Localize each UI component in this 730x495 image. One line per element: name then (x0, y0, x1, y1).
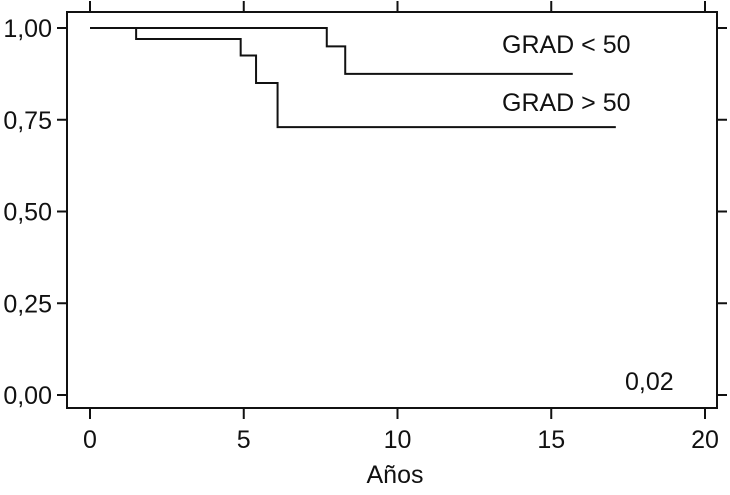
y-axis: 0,00 0,25 0,50 0,75 1,00 (3, 15, 727, 410)
x-tick-label: 20 (691, 426, 719, 454)
series-line-1 (90, 27, 616, 129)
y-tick-label: 0,25 (3, 290, 52, 318)
x-tick-label: 0 (83, 426, 97, 454)
p-value-annotation: 0,02 (625, 368, 674, 396)
y-tick-label: 0,75 (3, 107, 52, 135)
y-tick-label: 0,00 (3, 382, 52, 410)
y-tick-label: 1,00 (3, 15, 52, 43)
x-tick-label: 5 (237, 426, 251, 454)
series-label-grad-gt-50: GRAD > 50 (502, 89, 631, 117)
series-label-grad-lt-50: GRAD < 50 (502, 31, 631, 59)
y-tick-label: 0,50 (3, 199, 52, 227)
series-line-0 (90, 27, 573, 75)
x-axis: 0 5 10 15 20 (83, 1, 719, 454)
x-axis-title: Años (367, 461, 424, 489)
x-tick-label: 15 (537, 426, 565, 454)
plot-frame (66, 11, 718, 409)
series-group (90, 27, 616, 129)
x-tick-label: 10 (384, 426, 412, 454)
